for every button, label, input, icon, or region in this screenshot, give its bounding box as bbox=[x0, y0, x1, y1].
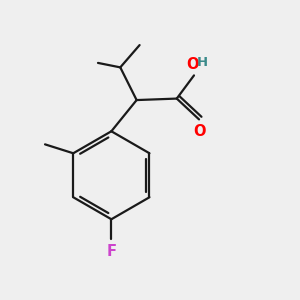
Text: F: F bbox=[106, 244, 116, 259]
Text: H: H bbox=[197, 56, 208, 69]
Text: O: O bbox=[187, 56, 199, 71]
Text: O: O bbox=[194, 124, 206, 139]
